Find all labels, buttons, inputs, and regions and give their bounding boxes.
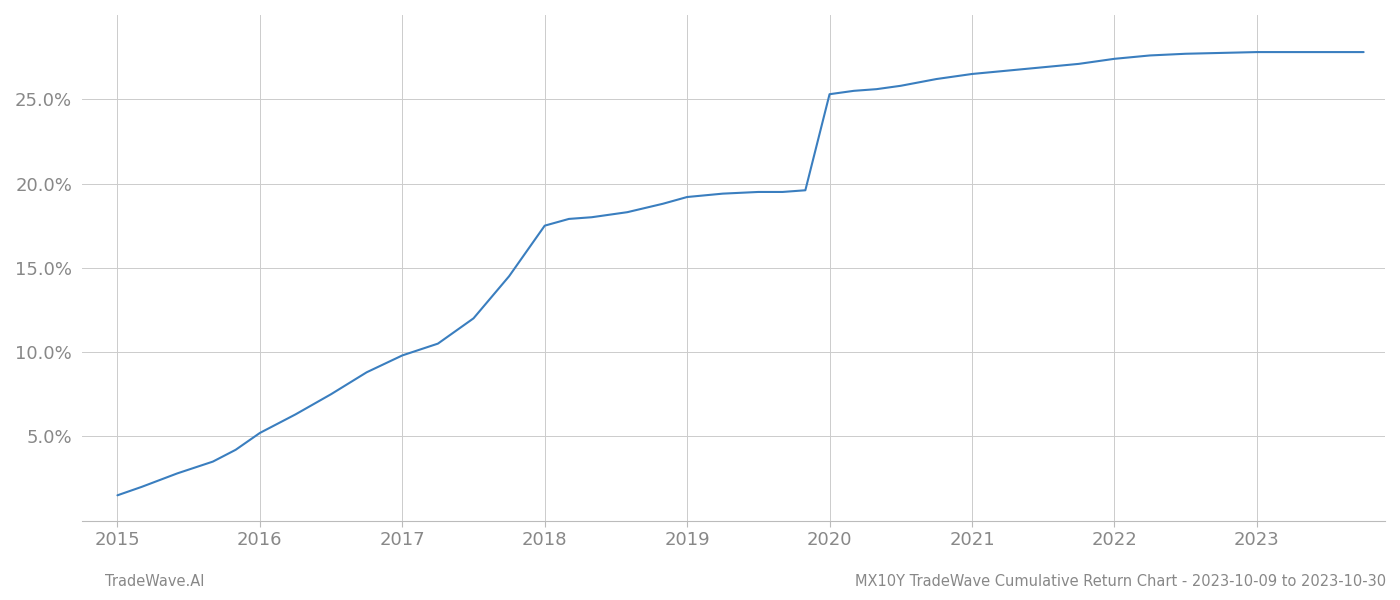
Text: TradeWave.AI: TradeWave.AI xyxy=(105,574,204,589)
Text: MX10Y TradeWave Cumulative Return Chart - 2023-10-09 to 2023-10-30: MX10Y TradeWave Cumulative Return Chart … xyxy=(855,574,1386,589)
